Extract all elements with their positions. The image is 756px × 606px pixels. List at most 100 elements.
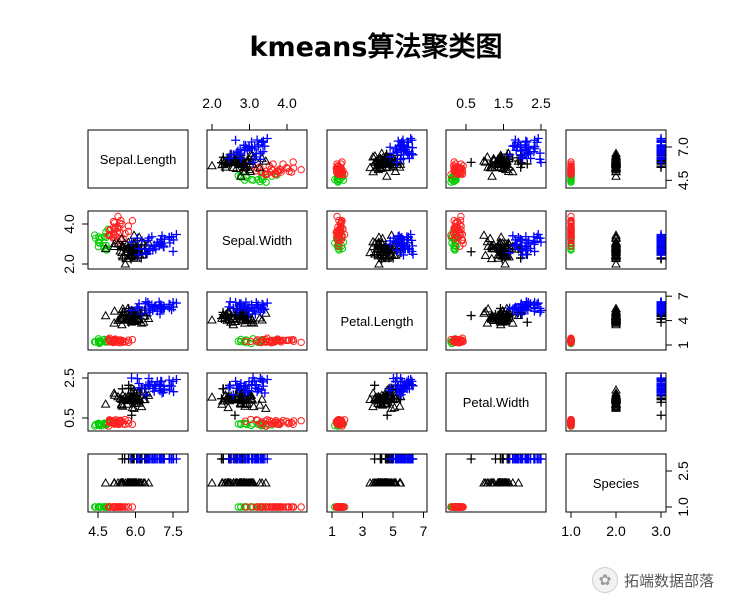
data-point	[109, 390, 120, 399]
tick-label: 4.5	[675, 170, 691, 190]
data-point	[238, 397, 248, 407]
data-point	[113, 391, 123, 401]
data-point	[285, 336, 293, 344]
tick-label: 1	[328, 523, 336, 539]
data-point	[239, 145, 249, 155]
data-point	[90, 338, 99, 346]
data-point	[246, 317, 257, 326]
tick-label: 1.0	[561, 523, 581, 539]
tick-label: 4.0	[61, 214, 77, 234]
data-point	[236, 153, 246, 163]
data-point	[218, 307, 228, 317]
data-point	[115, 246, 126, 255]
data-point	[388, 373, 398, 383]
data-point	[228, 390, 238, 400]
tick-label: 3	[359, 523, 367, 539]
data-point	[533, 298, 543, 308]
data-point	[236, 171, 246, 180]
data-point	[105, 334, 114, 342]
data-point	[335, 417, 343, 425]
data-point	[217, 477, 227, 487]
data-point	[141, 248, 151, 258]
data-point	[404, 379, 414, 389]
data-point	[535, 148, 545, 158]
watermark: ✿ 拓端数据部落	[592, 565, 742, 595]
data-point	[144, 307, 154, 317]
data-point	[390, 237, 400, 247]
data-point	[381, 171, 392, 180]
data-point	[167, 454, 177, 464]
data-point	[466, 311, 476, 321]
panel-box	[206, 291, 308, 351]
variable-label: Sepal.Width	[222, 233, 292, 248]
data-point	[120, 258, 131, 268]
tick-label: 2.0	[61, 254, 77, 274]
data-point	[456, 337, 464, 345]
data-point	[145, 246, 155, 256]
data-point	[128, 503, 137, 511]
data-point	[266, 503, 274, 511]
data-point	[334, 226, 342, 235]
data-point	[611, 310, 621, 320]
data-point	[375, 454, 385, 464]
data-point	[521, 145, 531, 155]
data-point	[466, 247, 476, 257]
data-point	[370, 237, 380, 247]
data-point	[109, 503, 118, 511]
data-point	[244, 141, 254, 151]
data-point	[105, 416, 114, 424]
data-point	[392, 246, 402, 256]
data-point	[258, 503, 266, 511]
data-point	[397, 239, 407, 249]
data-point	[155, 309, 165, 319]
data-point	[517, 236, 527, 246]
data-point	[656, 388, 666, 398]
panel-box	[445, 372, 547, 432]
tick-label: 5	[389, 523, 397, 539]
data-point	[228, 319, 239, 329]
data-point	[100, 503, 108, 511]
data-point	[495, 477, 506, 487]
data-point	[480, 306, 491, 316]
data-point	[273, 503, 282, 511]
data-point	[512, 309, 522, 319]
data-point	[263, 503, 271, 511]
data-point	[529, 239, 539, 249]
data-point	[95, 239, 104, 247]
data-point	[490, 161, 500, 171]
panel-box	[326, 453, 428, 513]
data-point	[384, 161, 394, 171]
data-point	[611, 403, 621, 412]
data-point	[535, 233, 545, 243]
data-point	[237, 503, 245, 511]
data-point	[262, 298, 272, 308]
data-point	[246, 337, 255, 346]
data-point	[368, 236, 378, 246]
data-point	[121, 415, 129, 424]
data-point	[109, 238, 120, 248]
data-point	[486, 159, 497, 169]
data-point	[90, 503, 99, 511]
data-point	[567, 164, 575, 172]
data-point	[113, 336, 122, 345]
data-point	[375, 250, 385, 260]
panel-box	[206, 210, 308, 270]
data-point	[145, 380, 155, 390]
data-point	[252, 135, 262, 145]
data-point	[271, 170, 279, 178]
data-point	[244, 386, 254, 396]
panel-box	[445, 291, 547, 351]
data-point	[207, 314, 217, 324]
data-point	[257, 299, 267, 309]
data-point	[398, 250, 408, 260]
data-point	[207, 392, 217, 401]
data-point	[611, 159, 621, 169]
data-point	[124, 222, 133, 230]
data-point	[497, 254, 507, 264]
data-point	[611, 399, 621, 408]
data-point	[232, 305, 242, 315]
data-point	[495, 319, 506, 329]
data-point	[239, 302, 249, 312]
data-point	[466, 454, 476, 464]
